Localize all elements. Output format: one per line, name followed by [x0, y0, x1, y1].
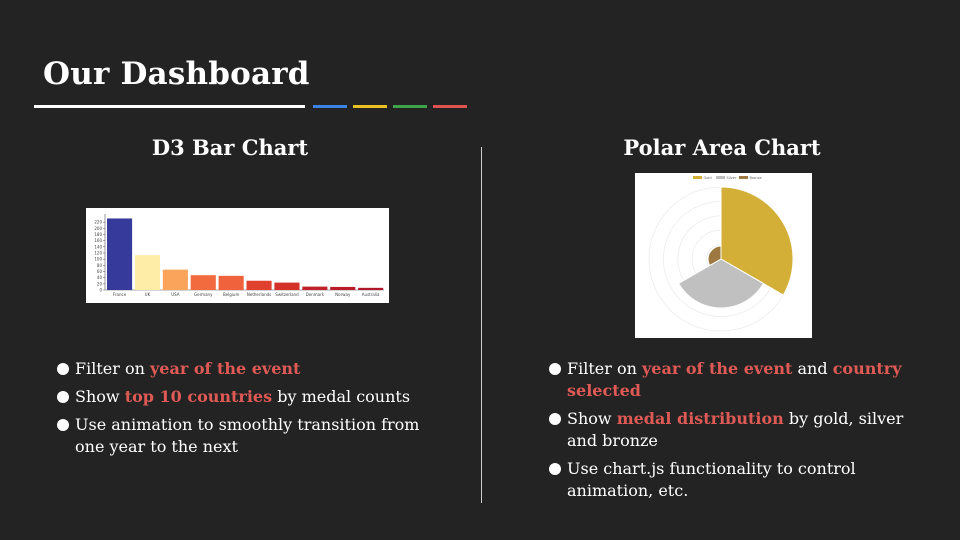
bar-chart-bullets: Filter on year of the event Show top 10 c…	[57, 358, 447, 464]
bullet-dot	[57, 363, 69, 375]
accent-bar-yellow	[353, 105, 387, 108]
bar	[218, 275, 244, 290]
legend-label: Gold	[704, 176, 712, 180]
bar	[246, 280, 272, 290]
bullet-item: Use animation to smoothly transition fro…	[57, 414, 447, 458]
y-tick-label: 80	[97, 263, 103, 268]
polar-chart-bullets: Filter on year of the event and country …	[549, 358, 919, 508]
bullet-text-part: by gold, silver and bronze	[567, 409, 904, 450]
bullet-text: Show medal distribution by gold, silver …	[567, 409, 903, 450]
bar	[358, 287, 384, 290]
x-tick-label: Norway	[335, 292, 351, 297]
highlight-text: country selected	[567, 359, 902, 400]
bar	[274, 282, 300, 290]
y-tick-label: 40	[97, 275, 103, 280]
highlight-text: year of the event	[642, 359, 793, 378]
x-tick-label: Belgium	[223, 292, 240, 297]
bullet-text-part: Show	[567, 409, 617, 428]
bullet-text: Use chart.js functionality to control an…	[567, 459, 856, 500]
bullet-text: Filter on year of the event	[75, 359, 300, 378]
polar-chart-panel: Gold Silver Bronze	[635, 173, 812, 338]
accent-bar-red	[433, 105, 467, 108]
bullet-text-part: Use chart.js functionality to control an…	[567, 459, 856, 500]
bar	[107, 218, 133, 290]
bullet-text-part: and	[792, 359, 833, 378]
bullet-text-part: Filter on	[75, 359, 150, 378]
polar-segment	[720, 186, 794, 296]
x-tick-label: Australia	[362, 292, 380, 297]
bullet-text-part: Show	[75, 387, 125, 406]
x-tick-label: Denmark	[306, 292, 325, 297]
legend-swatch	[739, 176, 748, 179]
bullet-text: Filter on year of the event and country …	[567, 359, 901, 400]
highlight-text: top 10 countries	[124, 387, 273, 406]
accent-bar-green	[393, 105, 427, 108]
polar-area-chart: Gold Silver Bronze	[648, 176, 794, 332]
bar	[302, 286, 328, 290]
y-tick-label: 20	[97, 281, 103, 286]
title-underline	[34, 105, 305, 108]
y-tick-label: 120	[94, 251, 102, 256]
x-tick-label: Switzerland	[275, 292, 299, 297]
legend-swatch	[693, 176, 702, 179]
bullet-text-part: by medal counts	[272, 387, 411, 406]
y-tick-label: 60	[97, 269, 103, 274]
legend-swatch	[716, 176, 725, 179]
bar	[162, 269, 188, 290]
column-divider	[481, 147, 482, 503]
bullet-item: Use chart.js functionality to control an…	[549, 458, 919, 502]
bar	[190, 275, 216, 290]
bullet-item: Show top 10 countries by medal counts	[57, 386, 447, 408]
x-tick-label: Germany	[194, 292, 213, 297]
y-tick-label: 140	[94, 244, 102, 249]
highlight-text: medal distribution	[616, 409, 784, 428]
y-tick-label: 200	[94, 226, 102, 231]
accent-bar-blue	[313, 105, 347, 108]
bullet-dot	[549, 413, 561, 425]
y-tick-label: 220	[94, 220, 102, 225]
y-tick-label: 100	[94, 257, 102, 262]
y-tick-label: 160	[94, 238, 102, 243]
bullet-dot	[57, 391, 69, 403]
bullet-text-part: Use animation to smoothly transition fro…	[75, 415, 420, 456]
bullet-dot	[549, 363, 561, 375]
polar-chart-heading: Polar Area Chart	[623, 135, 821, 160]
bullet-text: Use animation to smoothly transition fro…	[75, 415, 419, 456]
y-tick-label: 180	[94, 232, 102, 237]
bullet-item: Show medal distribution by gold, silver …	[549, 408, 919, 452]
page-title: Our Dashboard	[43, 56, 310, 92]
highlight-text: year of the event	[150, 359, 301, 378]
y-tick-label: 0	[99, 288, 102, 293]
x-tick-label: UK	[145, 292, 151, 297]
bullet-dot	[57, 419, 69, 431]
polar-segment	[707, 245, 722, 267]
bullet-text-part: Filter on	[567, 359, 642, 378]
bar-chart-panel: 0 20 40 60 80 100 120 140 160 180 200 220 France UK US…	[86, 208, 389, 303]
bullet-dot	[549, 463, 561, 475]
x-tick-label: France	[113, 292, 127, 297]
bar-chart-heading: D3 Bar Chart	[151, 135, 309, 160]
bullet-item: Filter on year of the event and country …	[549, 358, 919, 402]
legend-label: Bronze	[750, 176, 762, 180]
bullet-text: Show top 10 countries by medal counts	[75, 387, 410, 406]
legend-label: Silver	[727, 176, 737, 180]
polar-segment	[677, 258, 765, 309]
bar	[330, 286, 356, 290]
bar	[134, 255, 161, 290]
x-tick-label: USA	[171, 292, 180, 297]
bullet-item: Filter on year of the event	[57, 358, 447, 380]
x-tick-label: Netherlands	[247, 292, 271, 297]
